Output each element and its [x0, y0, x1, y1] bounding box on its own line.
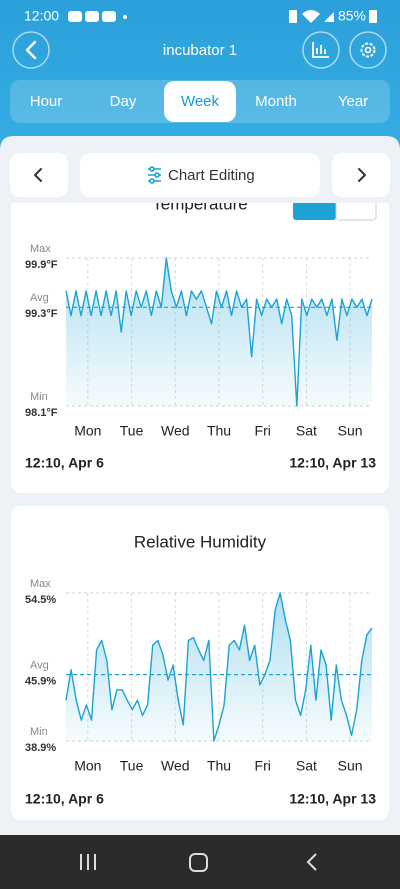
end-label: 12:10, Apr 13 — [289, 791, 376, 807]
status-notifications — [68, 11, 127, 22]
y-tick-caption: Avg — [30, 659, 49, 671]
tab[interactable]: Day — [110, 93, 137, 110]
x-tick-label: Tue — [120, 758, 144, 774]
tab[interactable]: Month — [255, 93, 297, 110]
end-label: 12:10, Apr 13 — [289, 455, 376, 471]
card-list: Temperature Mon Tue Wed Thu Fri Sat Sun Max 99.9°… — [11, 194, 389, 820]
nav-buttons[interactable] — [80, 853, 317, 872]
x-tick-label: Tue — [120, 423, 144, 439]
x-tick-label: Sun — [338, 423, 363, 439]
x-tick-label: Thu — [207, 423, 231, 439]
y-tick-caption: Min — [30, 391, 48, 403]
x-tick-label: Sat — [296, 423, 317, 439]
area — [66, 258, 372, 406]
x-tick-label: Wed — [161, 423, 190, 439]
start-label: 12:10, Apr 6 — [25, 791, 104, 807]
chart-editing-button[interactable] — [80, 153, 320, 197]
y-tick-label: 99.3°F — [25, 308, 58, 320]
back-button[interactable] — [12, 31, 50, 69]
y-tick-label: 54.5% — [25, 594, 56, 606]
start-label: 12:10, Apr 6 — [25, 455, 104, 471]
app-bar-bg — [0, 0, 400, 150]
next-button[interactable] — [332, 153, 390, 197]
tab[interactable]: Year — [338, 93, 368, 110]
chart-title: Temperature — [152, 194, 247, 213]
y-tick-label: 98.1°F — [25, 407, 58, 419]
status-battery: 85% — [338, 8, 366, 24]
x-tick-label: Sun — [338, 758, 363, 774]
chart-button[interactable] — [302, 31, 340, 69]
toolbar-label: Chart Editing — [168, 167, 255, 184]
settings-button[interactable] — [349, 31, 387, 69]
x-tick-label: Fri — [255, 758, 271, 774]
line — [65, 592, 373, 742]
prev-button[interactable] — [10, 153, 68, 197]
status-icons — [289, 10, 377, 23]
y-tick-caption: Max — [30, 243, 51, 255]
unit-toggle-active[interactable] — [293, 196, 336, 220]
nav-bar — [0, 835, 400, 889]
header-title: incubator 1 — [163, 42, 237, 59]
y-tick-caption: Max — [30, 578, 51, 590]
x-tick-label: Wed — [161, 758, 190, 774]
tab[interactable]: Week — [181, 93, 220, 110]
chart-title: Relative Humidity — [134, 532, 267, 551]
y-tick-label: 38.9% — [25, 742, 56, 754]
x-tick-label: Sat — [296, 758, 317, 774]
x-tick-label: Thu — [207, 758, 231, 774]
tab-selected-bg[interactable] — [164, 81, 236, 122]
y-tick-caption: Min — [30, 726, 48, 738]
x-tick-label: Fri — [255, 423, 271, 439]
y-tick-label: 45.9% — [25, 675, 56, 687]
tab[interactable]: Hour — [30, 93, 63, 110]
y-tick-caption: Avg — [30, 292, 49, 304]
x-tick-label: Mon — [74, 758, 101, 774]
line — [65, 257, 373, 407]
status-time: 12:00 — [24, 8, 59, 24]
area — [66, 593, 372, 741]
unit-toggle[interactable] — [335, 196, 377, 221]
x-tick-label: Mon — [74, 423, 101, 439]
y-tick-label: 99.9°F — [25, 259, 58, 271]
